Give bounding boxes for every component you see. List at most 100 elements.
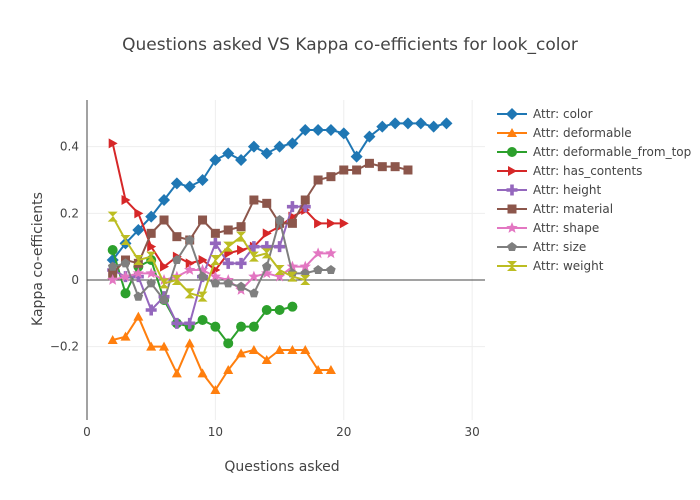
data-point <box>286 201 298 213</box>
legend-item: Attr: color <box>497 107 593 121</box>
data-point <box>274 241 286 253</box>
data-point <box>223 241 234 252</box>
data-point <box>261 248 272 259</box>
data-point <box>313 365 324 374</box>
data-point <box>196 264 209 275</box>
data-point <box>339 218 349 229</box>
data-point <box>273 270 286 282</box>
data-point <box>223 338 234 349</box>
y-tick-label: 0.4 <box>60 140 79 154</box>
data-point <box>274 345 285 354</box>
data-point <box>222 257 234 269</box>
data-point <box>120 235 131 245</box>
legend-item: Attr: has_contents <box>497 164 642 178</box>
data-point <box>261 355 272 364</box>
data-point <box>313 175 323 185</box>
legend-marker <box>507 261 517 271</box>
data-point <box>364 158 374 168</box>
data-point <box>184 235 195 245</box>
data-point <box>197 271 208 281</box>
data-point <box>287 218 297 228</box>
data-point <box>300 195 310 205</box>
data-point <box>210 228 220 238</box>
data-point <box>236 222 246 232</box>
data-point <box>299 260 311 272</box>
legend-item: Attr: deformable <box>497 126 632 140</box>
data-point <box>352 165 362 175</box>
legend-label: Attr: shape <box>533 221 599 235</box>
series-line <box>111 216 306 298</box>
data-point <box>274 265 285 275</box>
data-point <box>274 215 285 225</box>
data-point <box>159 278 170 289</box>
x-tick-label: 0 <box>83 425 91 439</box>
data-point <box>248 321 259 332</box>
x-tick-label: 20 <box>336 425 351 439</box>
data-point <box>261 305 272 315</box>
data-point <box>273 140 286 153</box>
data-point <box>171 368 182 378</box>
legend-item: Attr: size <box>497 240 586 254</box>
data-point <box>198 215 208 225</box>
data-point <box>389 117 402 130</box>
data-point <box>146 228 156 238</box>
legend-label: Attr: has_contents <box>533 164 642 178</box>
data-point <box>376 120 389 133</box>
data-point <box>247 140 260 153</box>
data-point <box>146 278 156 288</box>
data-point <box>326 218 336 229</box>
data-point <box>236 321 247 332</box>
legend-marker <box>508 166 517 176</box>
data-point <box>171 317 183 329</box>
legend-label: Attr: deformable <box>533 126 632 140</box>
data-point <box>339 165 349 175</box>
data-point <box>134 208 144 219</box>
data-point <box>120 258 131 268</box>
data-point <box>300 345 311 354</box>
data-point <box>147 241 157 252</box>
legend-label: Attr: size <box>533 240 586 254</box>
data-point <box>237 245 247 255</box>
data-point <box>159 215 169 225</box>
legend-marker <box>507 128 517 137</box>
data-point <box>210 385 221 394</box>
legend-item: Attr: material <box>497 202 613 216</box>
data-point <box>287 301 298 312</box>
y-tick-label: 0.2 <box>60 206 79 220</box>
data-point <box>120 288 131 299</box>
data-point <box>261 267 273 279</box>
data-point <box>262 228 272 239</box>
data-point <box>184 317 196 329</box>
data-point <box>287 345 298 354</box>
data-point <box>223 278 233 288</box>
data-point <box>108 268 118 278</box>
data-point <box>172 232 182 242</box>
data-point <box>299 124 312 136</box>
data-point <box>326 172 336 182</box>
series-6 <box>106 247 337 295</box>
legend-item: Attr: shape <box>497 221 599 235</box>
series-0 <box>106 117 453 266</box>
data-point <box>197 315 208 325</box>
data-point <box>262 198 272 208</box>
data-point <box>286 260 299 272</box>
data-point <box>260 147 273 160</box>
data-point <box>107 211 118 222</box>
data-point <box>159 295 169 305</box>
x-tick-label: 30 <box>465 425 480 439</box>
data-point <box>286 137 299 150</box>
data-point <box>287 271 298 282</box>
data-point <box>350 150 363 163</box>
y-tick-label: −0.2 <box>50 340 79 354</box>
data-point <box>184 264 196 275</box>
data-point <box>196 174 209 186</box>
data-point <box>210 321 221 332</box>
data-point <box>325 247 337 259</box>
y-axis-title: Kappa co-efficients <box>30 192 46 326</box>
data-point <box>249 288 259 298</box>
legend-item: Attr: height <box>497 183 602 197</box>
data-point <box>401 117 414 130</box>
data-point <box>146 251 157 262</box>
data-point <box>106 274 119 285</box>
